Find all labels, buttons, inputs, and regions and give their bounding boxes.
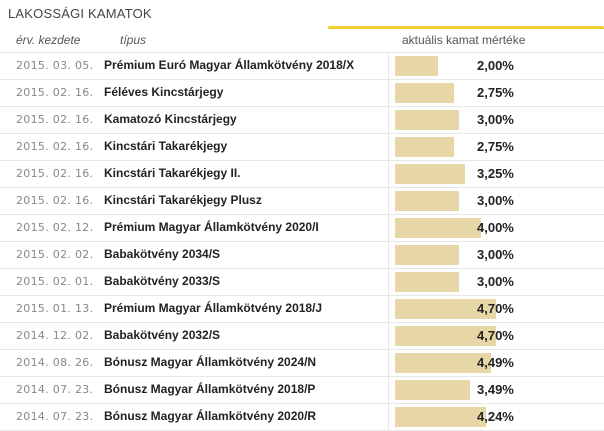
- rate-bar: [395, 272, 459, 292]
- rate-cell: 4,70%: [388, 296, 604, 322]
- rate-bar: [395, 191, 459, 211]
- table-row[interactable]: 2015. 02. 16. Kincstári Takarékjegy Plusz…: [0, 188, 604, 215]
- rate-cell: 3,00%: [388, 269, 604, 295]
- column-header-type: típus: [120, 33, 147, 47]
- table-row[interactable]: 2014. 08. 26. Bónusz Magyar Államkötvény …: [0, 350, 604, 377]
- rate-value: 2,75%: [477, 139, 514, 154]
- row-type: Babakötvény 2033/S: [104, 274, 221, 288]
- rate-value: 3,00%: [477, 274, 514, 289]
- rate-cell: 3,00%: [388, 242, 604, 268]
- rate-cell: 2,75%: [388, 134, 604, 160]
- rates-table-body: 2015. 03. 05. Prémium Euró Magyar Államkö…: [0, 53, 604, 431]
- row-date: 2015. 02. 12.: [16, 221, 94, 234]
- column-headers: érv. kezdete típus aktuális kamat mérték…: [0, 30, 604, 53]
- rate-bar: [395, 245, 459, 265]
- rate-bar: [395, 353, 491, 373]
- row-date: 2015. 02. 16.: [16, 86, 94, 99]
- rate-bar: [395, 137, 454, 157]
- rate-cell: 3,25%: [388, 161, 604, 187]
- table-row[interactable]: 2015. 02. 02. Babakötvény 2034/S 3,00%: [0, 242, 604, 269]
- rate-value: 4,00%: [477, 220, 514, 235]
- rate-cell: 4,00%: [388, 215, 604, 241]
- rate-value: 3,25%: [477, 166, 514, 181]
- row-type: Babakötvény 2032/S: [104, 328, 221, 342]
- rate-value: 4,70%: [477, 301, 514, 316]
- table-row[interactable]: 2015. 01. 13. Prémium Magyar Államkötvény…: [0, 296, 604, 323]
- column-header-rate: aktuális kamat mértéke: [402, 33, 526, 47]
- row-date: 2014. 08. 26.: [16, 356, 94, 369]
- header-accent-bar: [328, 26, 604, 29]
- rate-bar: [395, 56, 438, 76]
- table-row[interactable]: 2015. 02. 16. Kamatozó Kincstárjegy 3,00%: [0, 107, 604, 134]
- row-date: 2014. 07. 23.: [16, 383, 94, 396]
- row-type: Kincstári Takarékjegy: [104, 139, 228, 153]
- row-type: Féléves Kincstárjegy: [104, 85, 224, 99]
- row-date: 2015. 02. 16.: [16, 194, 94, 207]
- table-row[interactable]: 2015. 02. 01. Babakötvény 2033/S 3,00%: [0, 269, 604, 296]
- rate-value: 3,00%: [477, 112, 514, 127]
- row-type: Bónusz Magyar Államkötvény 2018/P: [104, 382, 316, 396]
- rate-cell: 4,49%: [388, 350, 604, 376]
- row-type: Prémium Euró Magyar Államkötvény 2018/X: [104, 58, 355, 72]
- row-type: Prémium Magyar Államkötvény 2020/I: [104, 220, 319, 234]
- rate-value: 3,49%: [477, 382, 514, 397]
- table-row[interactable]: 2014. 07. 23. Bónusz Magyar Államkötvény …: [0, 404, 604, 431]
- table-row[interactable]: 2015. 02. 16. Kincstári Takarékjegy II. 3,…: [0, 161, 604, 188]
- table-row[interactable]: 2015. 02. 16. Féléves Kincstárjegy 2,75%: [0, 80, 604, 107]
- row-date: 2015. 02. 16.: [16, 113, 94, 126]
- rate-cell: 4,70%: [388, 323, 604, 349]
- row-date: 2015. 03. 05.: [16, 59, 94, 72]
- rate-bar: [395, 110, 459, 130]
- table-row[interactable]: 2014. 12. 02. Babakötvény 2032/S 4,70%: [0, 323, 604, 350]
- row-date: 2015. 02. 02.: [16, 248, 94, 261]
- rate-cell: 2,75%: [388, 80, 604, 106]
- rate-bar: [395, 299, 496, 319]
- row-date: 2015. 02. 16.: [16, 167, 94, 180]
- rate-cell: 3,00%: [388, 188, 604, 214]
- rate-value: 4,49%: [477, 355, 514, 370]
- row-type: Kincstári Takarékjegy II.: [104, 166, 241, 180]
- rate-bar: [395, 164, 465, 184]
- row-date: 2015. 02. 16.: [16, 140, 94, 153]
- row-type: Prémium Magyar Államkötvény 2018/J: [104, 301, 323, 315]
- rate-cell: 2,00%: [388, 53, 604, 79]
- rate-cell: 3,00%: [388, 107, 604, 133]
- row-type: Kamatozó Kincstárjegy: [104, 112, 237, 126]
- rate-bar: [395, 83, 454, 103]
- rate-bar: [395, 326, 496, 346]
- rate-value: 3,00%: [477, 193, 514, 208]
- row-date: 2014. 12. 02.: [16, 329, 94, 342]
- row-type: Bónusz Magyar Államkötvény 2024/N: [104, 355, 317, 369]
- rate-bar: [395, 380, 470, 400]
- widget-header: LAKOSSÁGI KAMATOK: [0, 0, 604, 30]
- row-date: 2015. 01. 13.: [16, 302, 94, 315]
- column-header-date: érv. kezdete: [16, 33, 81, 47]
- row-date: 2015. 02. 01.: [16, 275, 94, 288]
- table-row[interactable]: 2014. 07. 23. Bónusz Magyar Államkötvény …: [0, 377, 604, 404]
- rate-value: 2,75%: [477, 85, 514, 100]
- rate-cell: 3,49%: [388, 377, 604, 403]
- rate-cell: 4,24%: [388, 404, 604, 430]
- rate-value: 4,24%: [477, 409, 514, 424]
- table-row[interactable]: 2015. 03. 05. Prémium Euró Magyar Államkö…: [0, 53, 604, 80]
- rate-bar: [395, 218, 481, 238]
- row-type: Babakötvény 2034/S: [104, 247, 221, 261]
- row-type: Kincstári Takarékjegy Plusz: [104, 193, 262, 207]
- rate-bar: [395, 407, 486, 427]
- widget-title: LAKOSSÁGI KAMATOK: [8, 6, 152, 21]
- rate-value: 4,70%: [477, 328, 514, 343]
- table-row[interactable]: 2015. 02. 12. Prémium Magyar Államkötvény…: [0, 215, 604, 242]
- row-date: 2014. 07. 23.: [16, 410, 94, 423]
- table-row[interactable]: 2015. 02. 16. Kincstári Takarékjegy 2,75%: [0, 134, 604, 161]
- rate-value: 3,00%: [477, 247, 514, 262]
- row-type: Bónusz Magyar Államkötvény 2020/R: [104, 409, 317, 423]
- rate-value: 2,00%: [477, 58, 514, 73]
